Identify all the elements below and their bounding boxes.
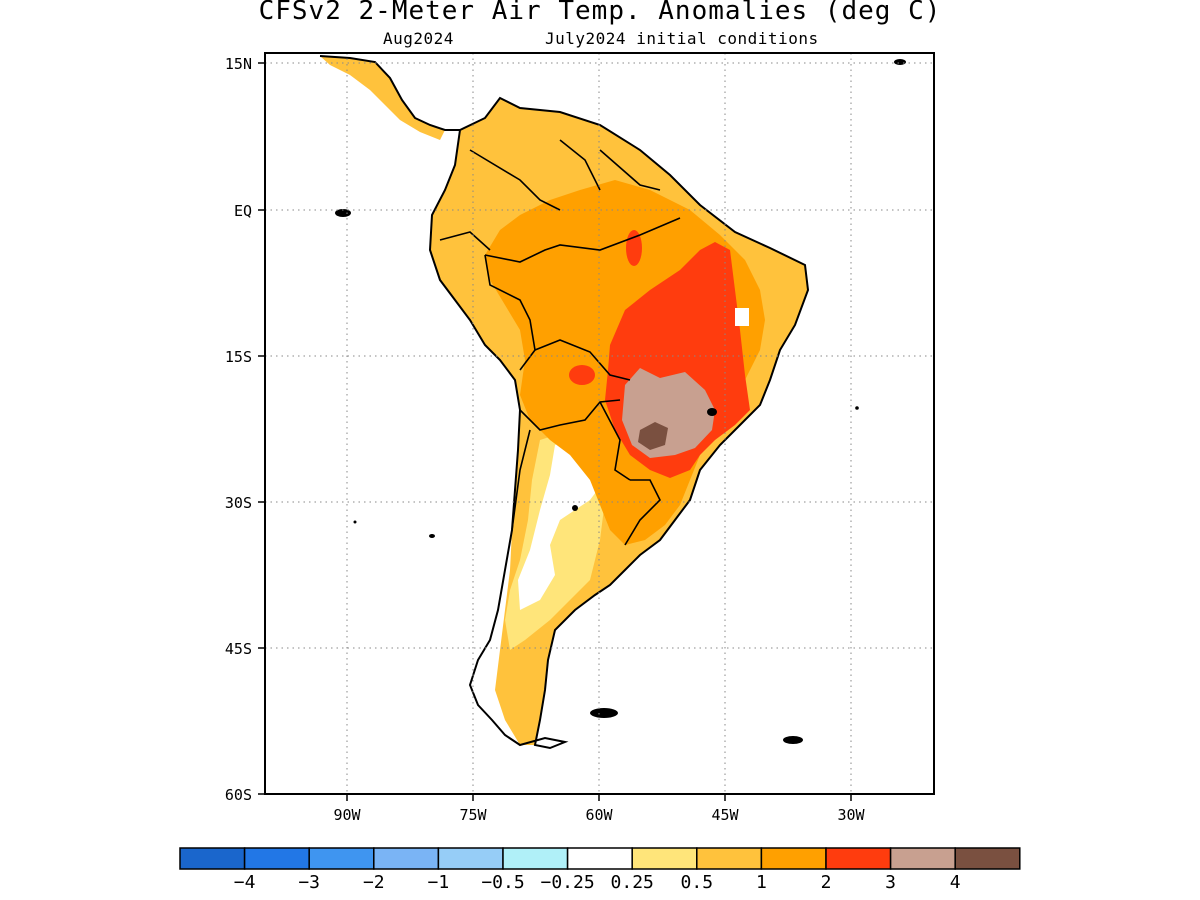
colorbar-label: 0.5 [681, 872, 714, 893]
colorbar-label: −4 [234, 872, 256, 893]
lon-label-60w: 60W [585, 806, 613, 824]
tick-marks [258, 62, 852, 801]
grid-lines [265, 53, 934, 794]
colorbar-swatch [760, 847, 827, 870]
lat-label-15n: 15N [225, 55, 252, 73]
colorbar-swatch [566, 847, 633, 870]
colorbar-label: 0.25 [611, 872, 654, 893]
colorbar-swatch [437, 847, 504, 870]
map-title: CFSv2 2-Meter Air Temp. Anomalies (deg C… [258, 0, 942, 26]
lon-label-90w: 90W [333, 806, 361, 824]
colorbar-label: −3 [298, 872, 320, 893]
bolivia-red-blob [569, 365, 595, 385]
lon-label-45w: 45W [711, 806, 739, 824]
lat-label-45s: 45S [225, 640, 252, 658]
lat-label-30s: 30S [225, 494, 252, 512]
colorbar-label: 4 [950, 872, 961, 893]
colorbar-swatch [825, 847, 892, 870]
colorbar-label: −0.5 [481, 872, 524, 893]
colorbar-swatch [631, 847, 698, 870]
colorbar-label: −0.25 [541, 872, 595, 893]
lon-label-30w: 30W [837, 806, 865, 824]
colorbar-label: 2 [821, 872, 832, 893]
colorbar: −4 −3 −2 −1 −0.5 −0.25 0.25 0.5 1 2 3 4 [179, 847, 1021, 893]
colorbar-swatch [696, 847, 763, 870]
lat-label-eq: EQ [234, 202, 252, 220]
colorbar-swatch [373, 847, 440, 870]
colorbar-swatch [308, 847, 375, 870]
initial-conditions-label: July2024 initial conditions [545, 29, 819, 48]
central-america-shading [320, 56, 445, 140]
lat-label-15s: 15S [225, 348, 252, 366]
colorbar-swatch [954, 847, 1021, 870]
colorbar-swatch [889, 847, 956, 870]
colorbar-label: −2 [363, 872, 385, 893]
brazil-darkbrown-shading [638, 422, 668, 450]
coastline [319, 55, 810, 750]
argentina-white-shading [518, 438, 605, 610]
lon-label-75w: 75W [459, 806, 487, 824]
country-borders [439, 139, 681, 546]
colorbar-label: 1 [756, 872, 767, 893]
colorbar-swatch [243, 847, 310, 870]
colorbar-swatch [179, 847, 246, 870]
islands [335, 59, 906, 744]
valid-month-label: Aug2024 [383, 29, 454, 48]
colorbar-swatch [502, 847, 569, 870]
colorbar-label: 3 [885, 872, 896, 893]
ne-brazil-white-gap [735, 308, 749, 326]
colorbar-label: −1 [428, 872, 450, 893]
lat-label-60s: 60S [225, 786, 252, 804]
